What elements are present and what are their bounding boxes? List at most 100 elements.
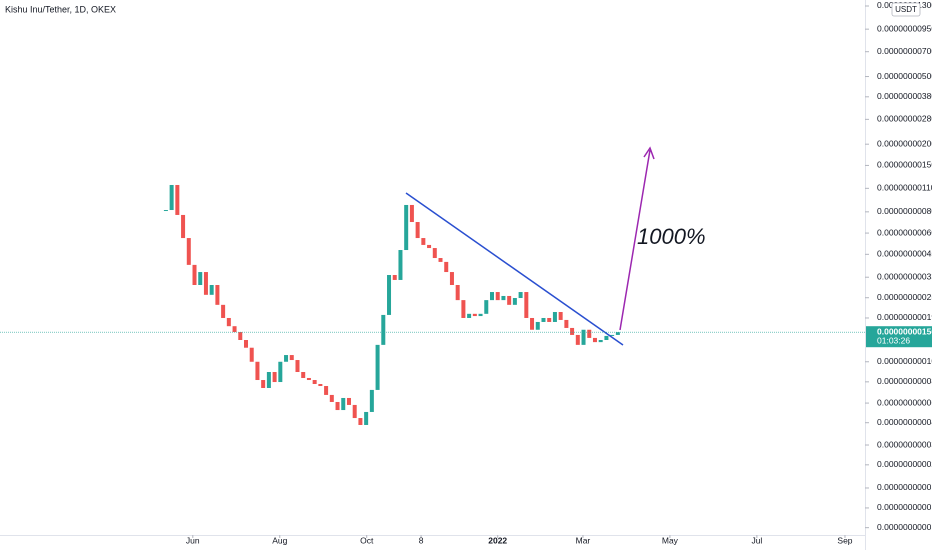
candle [404, 204, 409, 251]
y-tick-label: 0.0000000020000 [877, 138, 932, 148]
candle [530, 317, 535, 330]
x-tick-label: Oct [360, 535, 374, 545]
y-tick-label: 0.0000000000260 [877, 459, 932, 469]
candle [455, 284, 460, 301]
candle [610, 334, 615, 336]
candle [289, 355, 294, 361]
y-tick-label: 0.0000000008000 [877, 206, 932, 216]
candle [421, 238, 426, 245]
candle [261, 380, 266, 388]
y-tick-label: 0.0000000000111 [877, 522, 932, 532]
candle [226, 317, 231, 327]
candle [444, 261, 449, 273]
candle [564, 319, 569, 328]
candle [255, 361, 260, 381]
x-tick-label: Jul [751, 535, 762, 545]
candle [221, 304, 226, 318]
last-price-box [866, 326, 932, 348]
y-tick-label: 0.0000000038000 [877, 91, 932, 101]
x-tick-label: 8 [419, 535, 424, 545]
candle [341, 397, 346, 411]
candle [163, 210, 168, 212]
candle [547, 317, 552, 322]
candle [449, 272, 454, 285]
candle [387, 275, 392, 315]
candle [398, 250, 403, 280]
y-tick-label: 0.0000000000190 [877, 482, 932, 492]
y-tick-label: 0.0000000050000 [877, 71, 932, 81]
candle [232, 326, 237, 333]
candle [198, 272, 203, 285]
y-tick-label: 0.0000000000145 [877, 502, 932, 512]
candle [381, 314, 386, 345]
candle [472, 313, 477, 317]
x-tick-label: Sep [837, 535, 852, 545]
annotation: 1000% [637, 224, 706, 249]
y-tick-label: 0.0000000004500 [877, 249, 932, 259]
candle [604, 335, 609, 341]
candle [392, 275, 397, 280]
countdown: 01:03:26 [877, 335, 910, 345]
candle [169, 184, 174, 211]
candle [175, 184, 180, 215]
candle [535, 321, 540, 330]
candle [570, 327, 575, 335]
candle [558, 312, 563, 320]
y-tick-label: 0.0000000095000 [877, 23, 932, 33]
candle [598, 340, 603, 343]
candle [335, 401, 340, 411]
y-tick-label: 0.0000000000460 [877, 417, 932, 427]
candle [375, 344, 380, 390]
candle [461, 300, 466, 318]
x-tick-label: Mar [576, 535, 591, 545]
y-tick-label: 0.0000000070000 [877, 46, 932, 56]
candle [203, 272, 208, 295]
x-tick-label: Jun [186, 535, 200, 545]
y-tick-label: 0.0000000028000 [877, 114, 932, 124]
y-tick-label: 0.0000000002500 [877, 292, 932, 302]
currency: USDT [895, 5, 917, 14]
candle [249, 347, 254, 362]
candle [541, 317, 546, 322]
candle [489, 292, 494, 301]
y-tick-label: 0.0000000003300 [877, 271, 932, 281]
projection-arrow [619, 149, 651, 331]
candle [369, 389, 374, 412]
candle [587, 329, 592, 338]
candle [209, 284, 214, 295]
candle [324, 386, 329, 395]
candle [501, 295, 506, 301]
arrow-head [643, 146, 655, 160]
candle [329, 394, 334, 402]
trend-line [405, 192, 624, 346]
candle [581, 329, 586, 345]
y-tick-label: 0.0000000015000 [877, 160, 932, 170]
candle [352, 404, 357, 419]
candle [346, 397, 351, 405]
candle [484, 300, 489, 314]
candle [432, 248, 437, 259]
y-tick-label: 0.0000000000340 [877, 439, 932, 449]
y-tick-label: 0.0000000001050 [877, 356, 932, 366]
candle [592, 337, 597, 343]
candle [192, 264, 197, 285]
candle [295, 360, 300, 373]
candle [409, 204, 414, 223]
candle [278, 361, 283, 383]
candle [495, 292, 500, 301]
candle [427, 244, 432, 249]
candle [243, 340, 249, 348]
candle [438, 258, 443, 262]
candle [518, 292, 523, 299]
currency-box [891, 2, 921, 17]
candle [215, 284, 220, 305]
candles [163, 184, 620, 425]
last-price-label: 0.000000001567 [877, 326, 932, 336]
y-tick-label: 0.0000000000600 [877, 397, 932, 407]
y-tick-label: 0.0000000000800 [877, 376, 932, 386]
candle [181, 214, 186, 239]
candle [415, 222, 420, 239]
